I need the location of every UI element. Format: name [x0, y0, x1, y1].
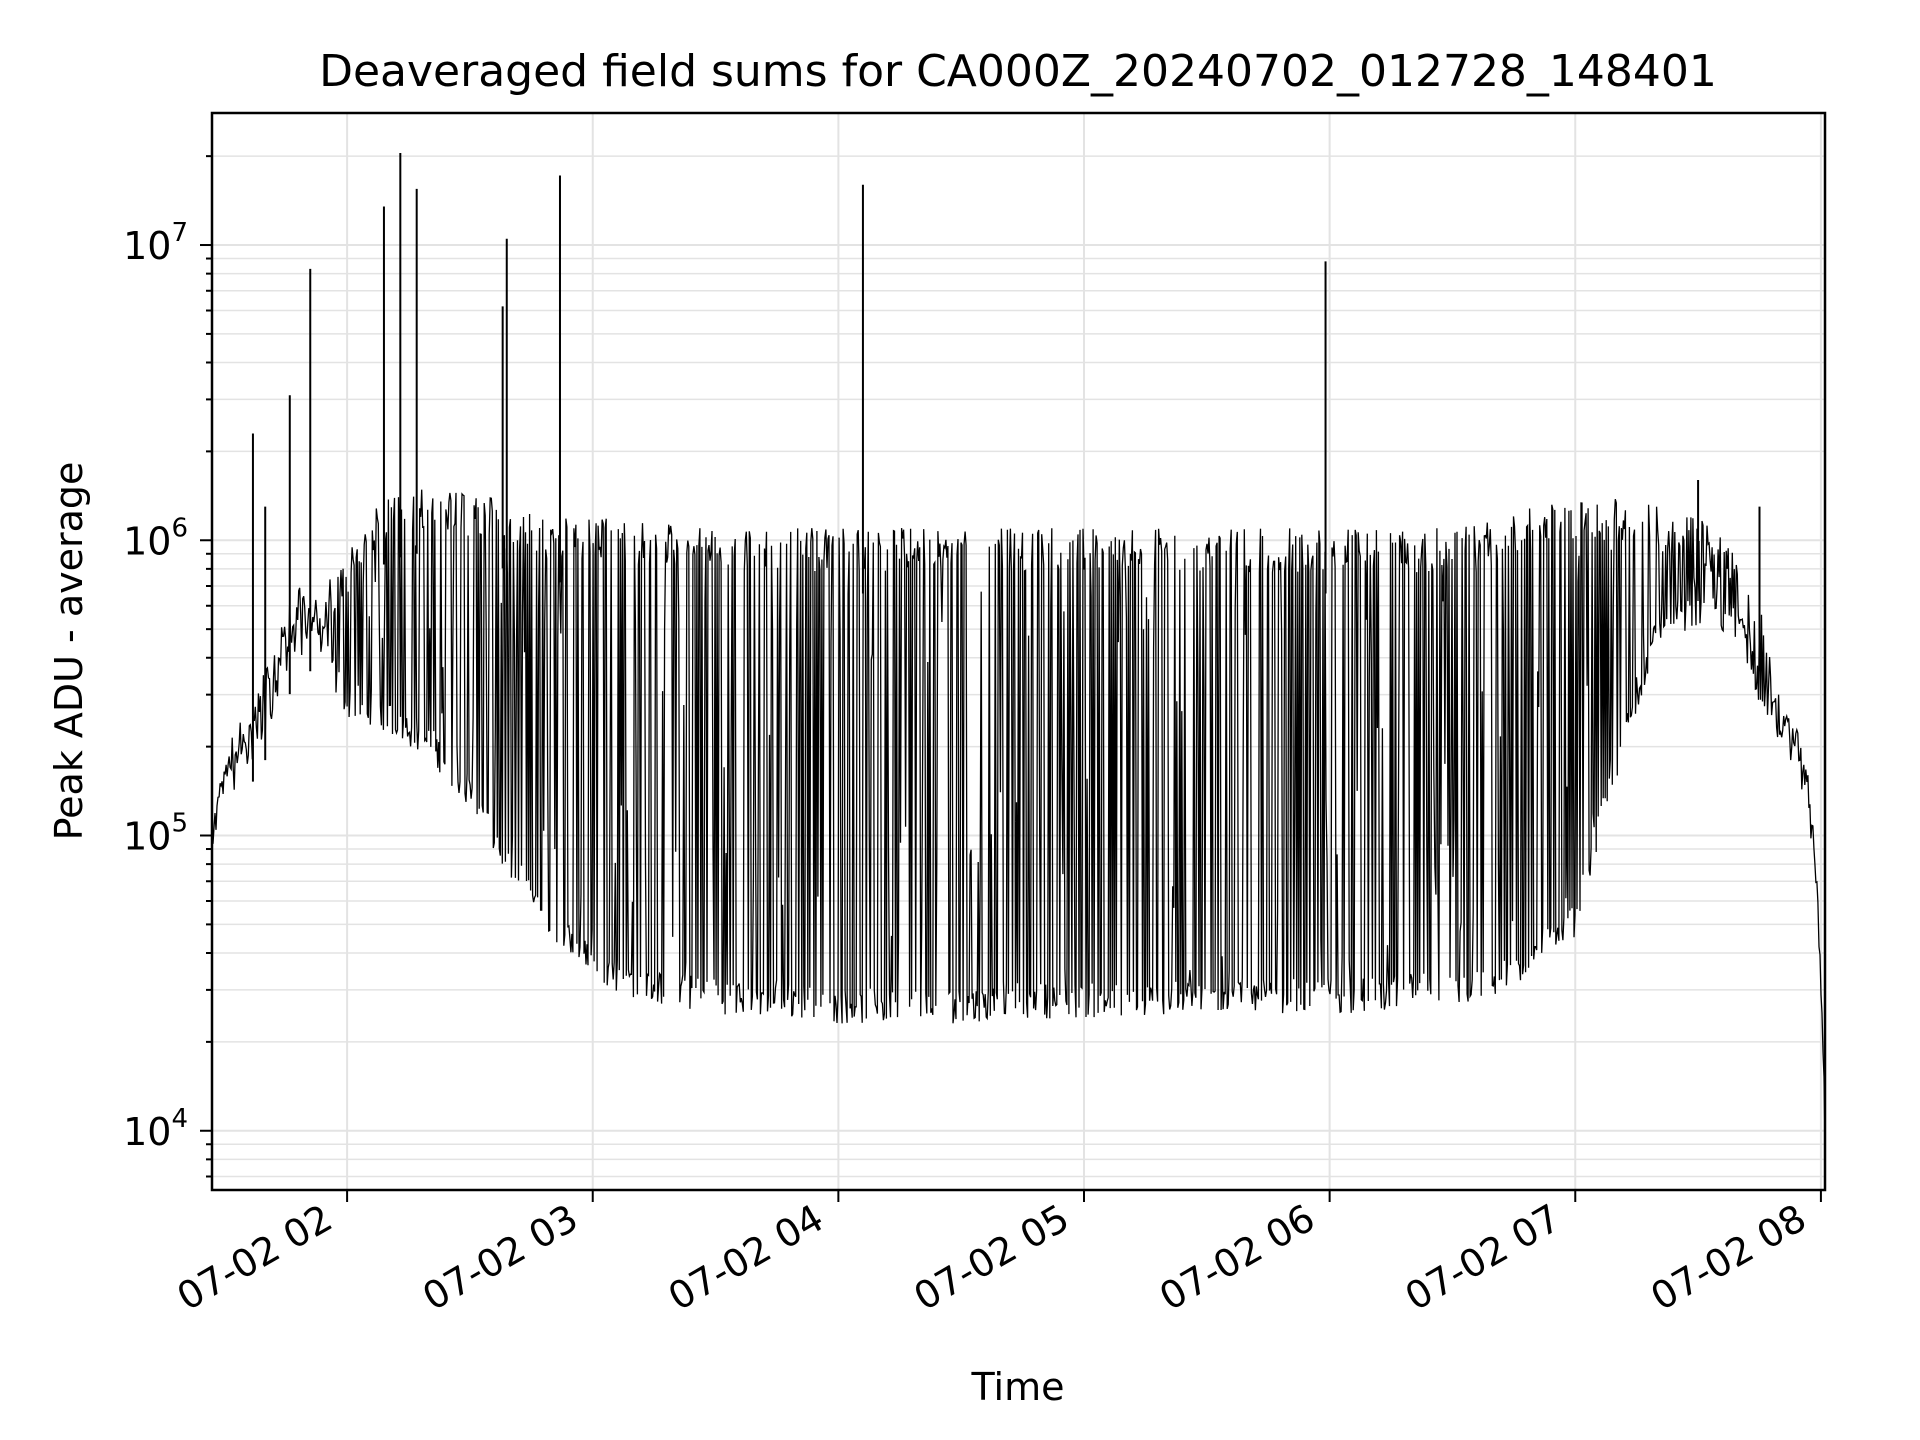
y-tick-label: 107: [123, 218, 188, 268]
y-axis-label: Peak ADU - average: [47, 462, 91, 841]
x-tick-label: 07-02 06: [1152, 1196, 1322, 1320]
plot-frame: [210, 111, 1827, 1192]
data-series: [211, 152, 1826, 1144]
series-line: [211, 489, 1826, 1144]
y-tick-label: 106: [123, 513, 188, 563]
x-tick-label: 07-02 02: [170, 1196, 340, 1320]
x-tick-label: 07-02 03: [415, 1196, 585, 1320]
x-tick-label: 07-02 04: [661, 1196, 831, 1320]
y-tick-label: 105: [123, 809, 188, 859]
x-tick-label: 07-02 07: [1398, 1196, 1568, 1320]
x-tick-label: 07-02 05: [907, 1196, 1077, 1320]
x-axis-label: Time: [971, 1365, 1065, 1409]
y-tick-label: 104: [123, 1104, 188, 1154]
chart-title: Deaveraged field sums for CA000Z_2024070…: [319, 46, 1717, 97]
x-tick-label: 07-02 08: [1643, 1196, 1813, 1320]
